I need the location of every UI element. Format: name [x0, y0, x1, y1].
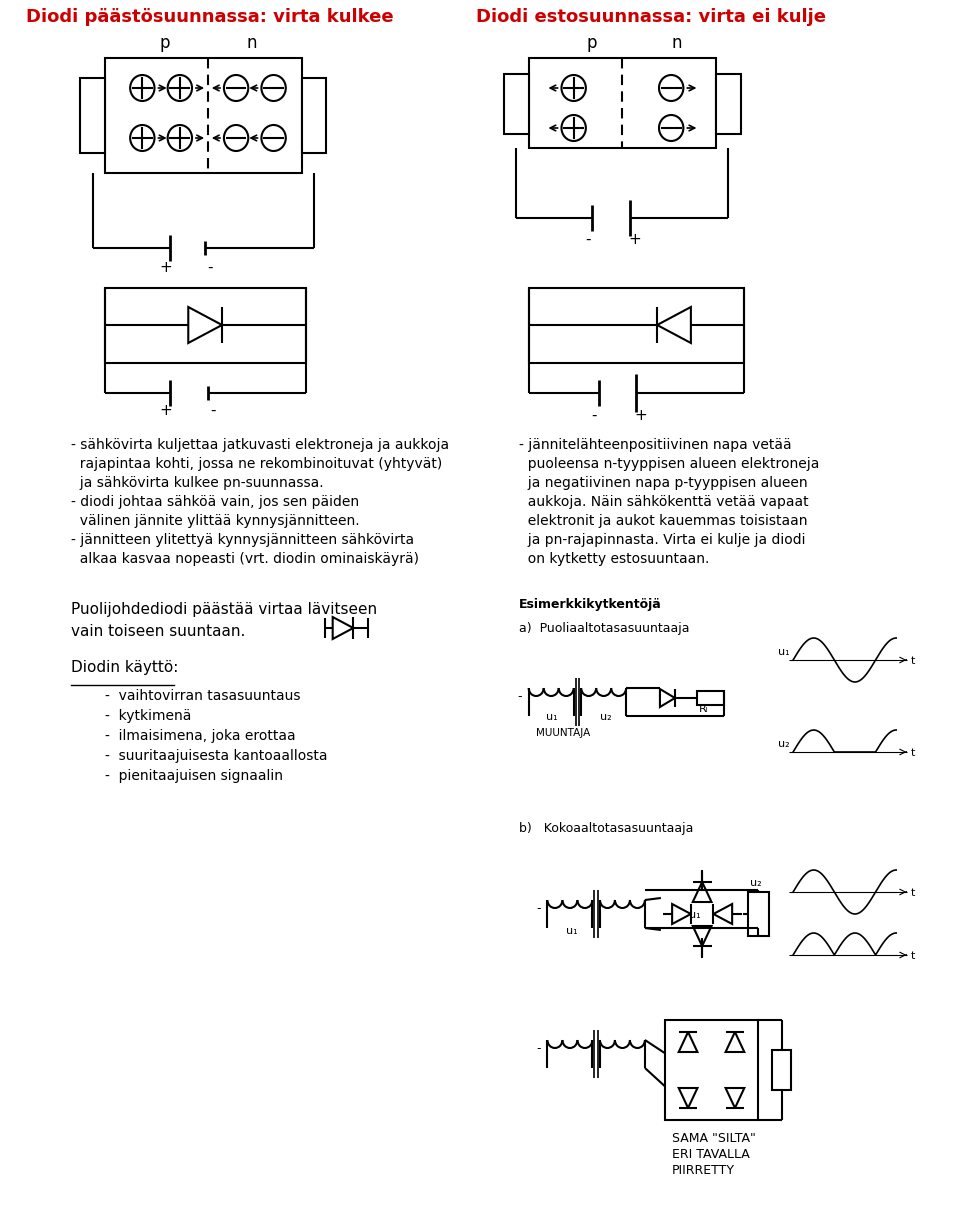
Text: ja sähkövirta kulkee pn-suunnassa.: ja sähkövirta kulkee pn-suunnassa. — [71, 476, 324, 490]
Text: +: + — [159, 403, 172, 418]
Text: u₁: u₁ — [689, 910, 701, 920]
Text: +: + — [628, 232, 641, 246]
Text: -: - — [210, 403, 215, 418]
Text: -: - — [591, 408, 597, 423]
Text: n: n — [247, 34, 257, 52]
Text: -  suuritaajuisesta kantoaallosta: - suuritaajuisesta kantoaallosta — [105, 749, 327, 763]
Text: p: p — [159, 34, 170, 52]
Text: Diodin käyttö:: Diodin käyttö: — [71, 660, 179, 675]
Text: MUUNTAJA: MUUNTAJA — [537, 728, 590, 738]
Text: -  ilmaisimena, joka erottaa: - ilmaisimena, joka erottaa — [105, 729, 296, 743]
Bar — [773, 1050, 791, 1090]
Text: - sähkövirta kuljettaa jatkuvasti elektroneja ja aukkoja: - sähkövirta kuljettaa jatkuvasti elektr… — [71, 439, 449, 452]
Text: u₂: u₂ — [600, 712, 612, 722]
Text: u₁: u₁ — [566, 926, 578, 936]
Text: PIIRRETTY: PIIRRETTY — [672, 1164, 735, 1177]
Text: t: t — [911, 748, 916, 758]
Text: t: t — [911, 951, 916, 961]
Text: ja negatiivinen napa p-tyyppisen alueen: ja negatiivinen napa p-tyyppisen alueen — [519, 476, 808, 490]
Text: -: - — [537, 902, 540, 915]
Text: Diodi estosuunnassa: virta ei kulje: Diodi estosuunnassa: virta ei kulje — [475, 7, 826, 26]
Text: rajapintaa kohti, jossa ne rekombinoituvat (yhtyvät): rajapintaa kohti, jossa ne rekombinoituv… — [71, 457, 443, 471]
Bar — [664, 1020, 758, 1120]
Text: +: + — [159, 260, 172, 275]
Text: -: - — [585, 232, 590, 246]
Text: elektronit ja aukot kauemmas toisistaan: elektronit ja aukot kauemmas toisistaan — [519, 514, 807, 529]
Text: u₁: u₁ — [546, 712, 558, 722]
Bar — [504, 74, 529, 134]
Bar — [301, 78, 326, 153]
Bar — [698, 691, 724, 705]
Text: -: - — [207, 260, 212, 275]
Text: puoleensa n-tyyppisen alueen elektroneja: puoleensa n-tyyppisen alueen elektroneja — [519, 457, 820, 471]
Text: on kytketty estosuuntaan.: on kytketty estosuuntaan. — [519, 552, 709, 565]
Text: -  kytkimenä: - kytkimenä — [105, 708, 191, 723]
Text: - jännitteen ylitettyä kynnysjännitteen sähkövirta: - jännitteen ylitettyä kynnysjännitteen … — [71, 533, 414, 547]
Bar — [105, 288, 306, 363]
Text: p: p — [587, 34, 597, 52]
Text: -: - — [517, 690, 522, 703]
Text: -: - — [537, 1042, 540, 1055]
Text: aukkoja. Näin sähkökenttä vetää vapaat: aukkoja. Näin sähkökenttä vetää vapaat — [519, 495, 809, 509]
Text: +: + — [635, 408, 648, 423]
Text: - jännitelähteenpositiivinen napa vetää: - jännitelähteenpositiivinen napa vetää — [519, 439, 792, 452]
Text: vain toiseen suuntaan.: vain toiseen suuntaan. — [71, 623, 246, 639]
Text: Esimerkkikytkentöjä: Esimerkkikytkentöjä — [519, 598, 662, 611]
Bar — [529, 58, 716, 148]
Text: ja pn-rajapinnasta. Virta ei kulje ja diodi: ja pn-rajapinnasta. Virta ei kulje ja di… — [519, 533, 805, 547]
Text: - diodi johtaa sähköä vain, jos sen päiden: - diodi johtaa sähköä vain, jos sen päid… — [71, 495, 359, 509]
Text: Puolijohdediodi päästää virtaa lävitseen: Puolijohdediodi päästää virtaa lävitseen — [71, 602, 377, 617]
Text: b)   Kokoaaltotasasuuntaaja: b) Kokoaaltotasasuuntaaja — [519, 822, 694, 835]
Text: Diodi päästösuunnassa: virta kulkee: Diodi päästösuunnassa: virta kulkee — [26, 7, 394, 26]
Text: -  vaihtovirran tasasuuntaus: - vaihtovirran tasasuuntaus — [105, 689, 300, 703]
Bar — [81, 78, 105, 153]
Text: a)  Puoliaaltotasasuuntaaja: a) Puoliaaltotasasuuntaaja — [519, 622, 690, 634]
Text: SAMA "SILTA": SAMA "SILTA" — [672, 1132, 756, 1145]
Text: -  pienitaajuisen signaalin: - pienitaajuisen signaalin — [105, 769, 283, 784]
Bar — [105, 58, 301, 172]
Bar — [748, 892, 769, 936]
Bar — [529, 288, 744, 363]
Text: välinen jännite ylittää kynnysjännitteen.: välinen jännite ylittää kynnysjännitteen… — [71, 514, 360, 529]
Text: ERI TAVALLA: ERI TAVALLA — [672, 1148, 750, 1161]
Text: t: t — [911, 655, 916, 667]
Text: u₂: u₂ — [779, 739, 790, 749]
Text: t: t — [911, 888, 916, 898]
Text: n: n — [672, 34, 682, 52]
Text: alkaa kasvaa nopeasti (vrt. diodin ominaiskäyrä): alkaa kasvaa nopeasti (vrt. diodin omina… — [71, 552, 420, 565]
Text: u₁: u₁ — [779, 647, 790, 657]
Bar — [716, 74, 740, 134]
Text: u₂: u₂ — [750, 878, 761, 888]
Text: Rₗ: Rₗ — [699, 703, 708, 715]
